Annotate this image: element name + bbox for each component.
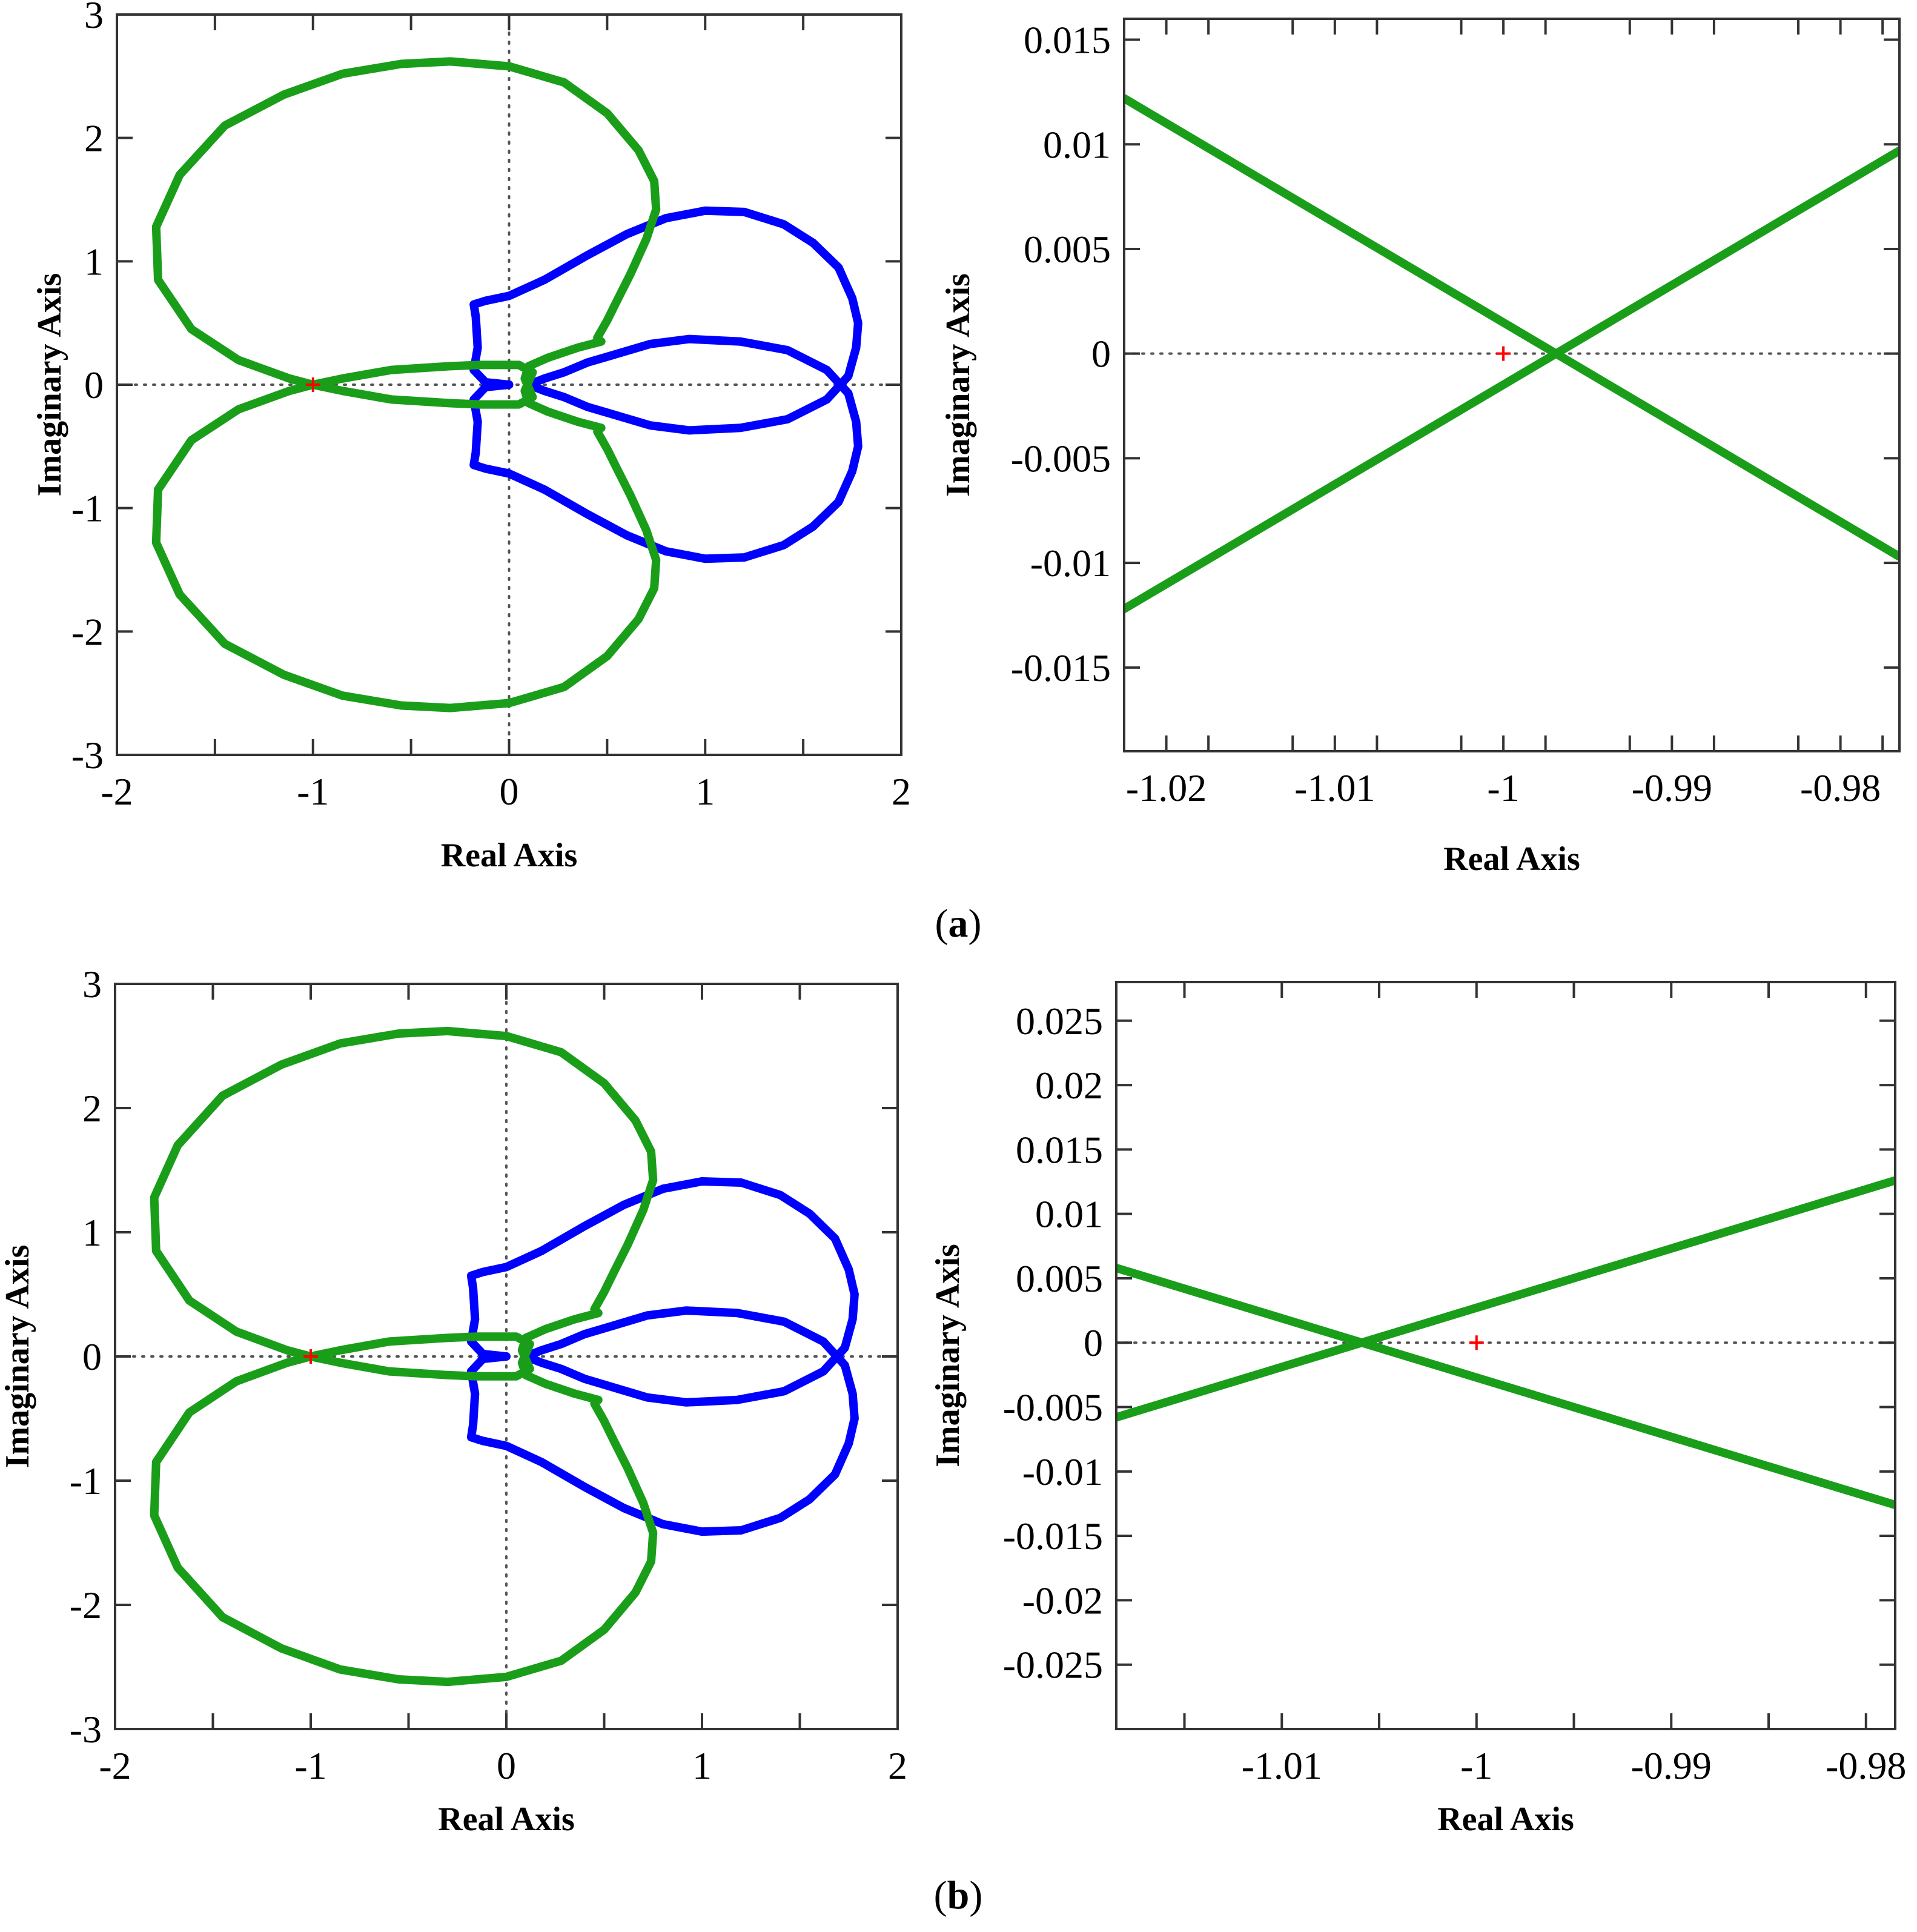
y-tick-label: 0 xyxy=(84,363,104,407)
critical-point-marker xyxy=(303,1349,318,1364)
series-line-blue-lower xyxy=(469,206,862,435)
y-tick-label: -1 xyxy=(71,487,104,530)
y-tick-label: 3 xyxy=(84,0,104,36)
x-tick-label: -1 xyxy=(1487,766,1519,809)
x-tick-label: -2 xyxy=(99,1744,131,1787)
y-tick-label: 2 xyxy=(84,117,104,160)
series-line-blue-upper xyxy=(469,334,862,563)
x-tick-label: 0 xyxy=(500,770,519,813)
y-tick-label: 0 xyxy=(1084,1321,1103,1364)
y-tick-label: -2 xyxy=(70,1584,102,1627)
y-axis-label: Imaginary Axis xyxy=(929,1244,967,1467)
y-tick-label: 0.015 xyxy=(1024,19,1111,62)
series-line-green-upper xyxy=(150,1332,658,1687)
y-tick-label: -2 xyxy=(71,610,104,653)
x-axis-label: Real Axis xyxy=(438,1801,575,1838)
x-tick-label: -0.99 xyxy=(1631,1744,1712,1787)
series-line-blue-lower xyxy=(466,1177,859,1407)
y-tick-label: -0.015 xyxy=(1003,1515,1103,1558)
x-tick-label: -1.01 xyxy=(1294,766,1375,809)
x-tick-label: 1 xyxy=(695,770,715,813)
critical-point-marker xyxy=(305,377,320,392)
x-axis-label: Real Axis xyxy=(441,837,578,874)
series-group xyxy=(150,1026,859,1687)
x-tick-label: -0.98 xyxy=(1800,766,1881,809)
x-tick-label: -0.99 xyxy=(1632,766,1712,809)
y-axis-label: Imaginary Axis xyxy=(31,273,68,497)
y-tick-label: 0.015 xyxy=(1016,1128,1103,1171)
y-tick-label: -0.015 xyxy=(1011,646,1111,689)
x-tick-label: -2 xyxy=(101,770,133,813)
y-tick-label: -3 xyxy=(71,734,104,777)
y-tick-label: -0.01 xyxy=(1022,1450,1103,1493)
y-tick-label: -0.025 xyxy=(1003,1644,1103,1687)
x-axis-label: Real Axis xyxy=(1437,1801,1574,1838)
x-tick-label: -1.01 xyxy=(1242,1744,1322,1787)
series-line-blue-upper xyxy=(466,1306,859,1536)
caption-a-letter: a xyxy=(949,901,968,946)
x-tick-label: -1 xyxy=(294,1744,326,1787)
y-tick-label: 3 xyxy=(82,963,102,1006)
series-line-green-ascending xyxy=(1124,146,1899,614)
y-tick-label: 1 xyxy=(82,1211,102,1254)
y-tick-label: 0.005 xyxy=(1016,1257,1103,1300)
x-tick-label: -1 xyxy=(1460,1744,1492,1787)
series-line-green-ascending xyxy=(1116,1176,1895,1422)
caption-b-letter: b xyxy=(947,1873,970,1917)
series-line-green-lower xyxy=(151,57,661,409)
y-axis-label: Imaginary Axis xyxy=(0,1245,36,1469)
series-line-green-upper xyxy=(151,360,661,712)
y-tick-label: -0.01 xyxy=(1030,542,1111,585)
y-axis-label: Imaginary Axis xyxy=(939,273,977,497)
caption-a: (a) xyxy=(935,901,982,946)
axes-frame xyxy=(1115,981,1896,1730)
y-tick-label: 0.01 xyxy=(1035,1193,1103,1236)
y-tick-label: 2 xyxy=(82,1087,102,1130)
x-tick-label: -0.98 xyxy=(1826,1744,1906,1787)
caption-b: (b) xyxy=(934,1873,983,1917)
x-tick-label: 1 xyxy=(692,1744,712,1787)
y-tick-label: -0.005 xyxy=(1003,1386,1103,1429)
series-line-green-lower xyxy=(150,1026,658,1381)
x-tick-label: 2 xyxy=(892,770,911,813)
y-tick-label: -0.02 xyxy=(1022,1579,1103,1622)
y-tick-label: 0 xyxy=(82,1335,102,1378)
y-tick-label: 1 xyxy=(84,240,104,283)
series-group xyxy=(1124,94,1899,614)
series-line-green-descending xyxy=(1124,94,1899,561)
critical-point-marker xyxy=(1496,346,1511,361)
y-tick-label: -3 xyxy=(70,1708,102,1751)
y-tick-label: 0.01 xyxy=(1043,123,1111,166)
axes-frame xyxy=(1123,18,1901,752)
x-axis-label: Real Axis xyxy=(1443,840,1580,878)
chart-a-zoom: -1.02 -1.01 -1 -0.99 -0.98 -0.015 -0.01 -0.005 0… xyxy=(939,18,1901,878)
y-tick-label: 0 xyxy=(1091,333,1111,376)
y-tick-label: 0.025 xyxy=(1016,1000,1103,1043)
x-tick-label: 2 xyxy=(888,1744,907,1787)
y-tick-label: -0.005 xyxy=(1011,437,1111,480)
x-tick-label: 0 xyxy=(497,1744,516,1787)
y-tick-label: 0.005 xyxy=(1024,228,1111,271)
series-group xyxy=(1116,1176,1895,1510)
y-tick-label: -1 xyxy=(70,1459,102,1502)
chart-b-zoom: -1.01 -1 -0.99 -0.98 -0.025 -0.02 -0.015 -0.01 -… xyxy=(929,981,1906,1838)
x-tick-label: -1 xyxy=(297,770,329,813)
x-tick-label: -1.02 xyxy=(1126,766,1207,809)
critical-point-marker xyxy=(1469,1335,1484,1350)
series-line-green-descending xyxy=(1116,1263,1895,1510)
series-group xyxy=(151,57,862,712)
y-tick-label: 0.02 xyxy=(1035,1064,1103,1107)
